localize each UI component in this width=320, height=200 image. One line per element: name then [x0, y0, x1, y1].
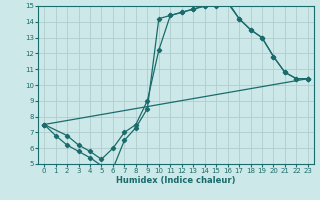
X-axis label: Humidex (Indice chaleur): Humidex (Indice chaleur) — [116, 176, 236, 185]
